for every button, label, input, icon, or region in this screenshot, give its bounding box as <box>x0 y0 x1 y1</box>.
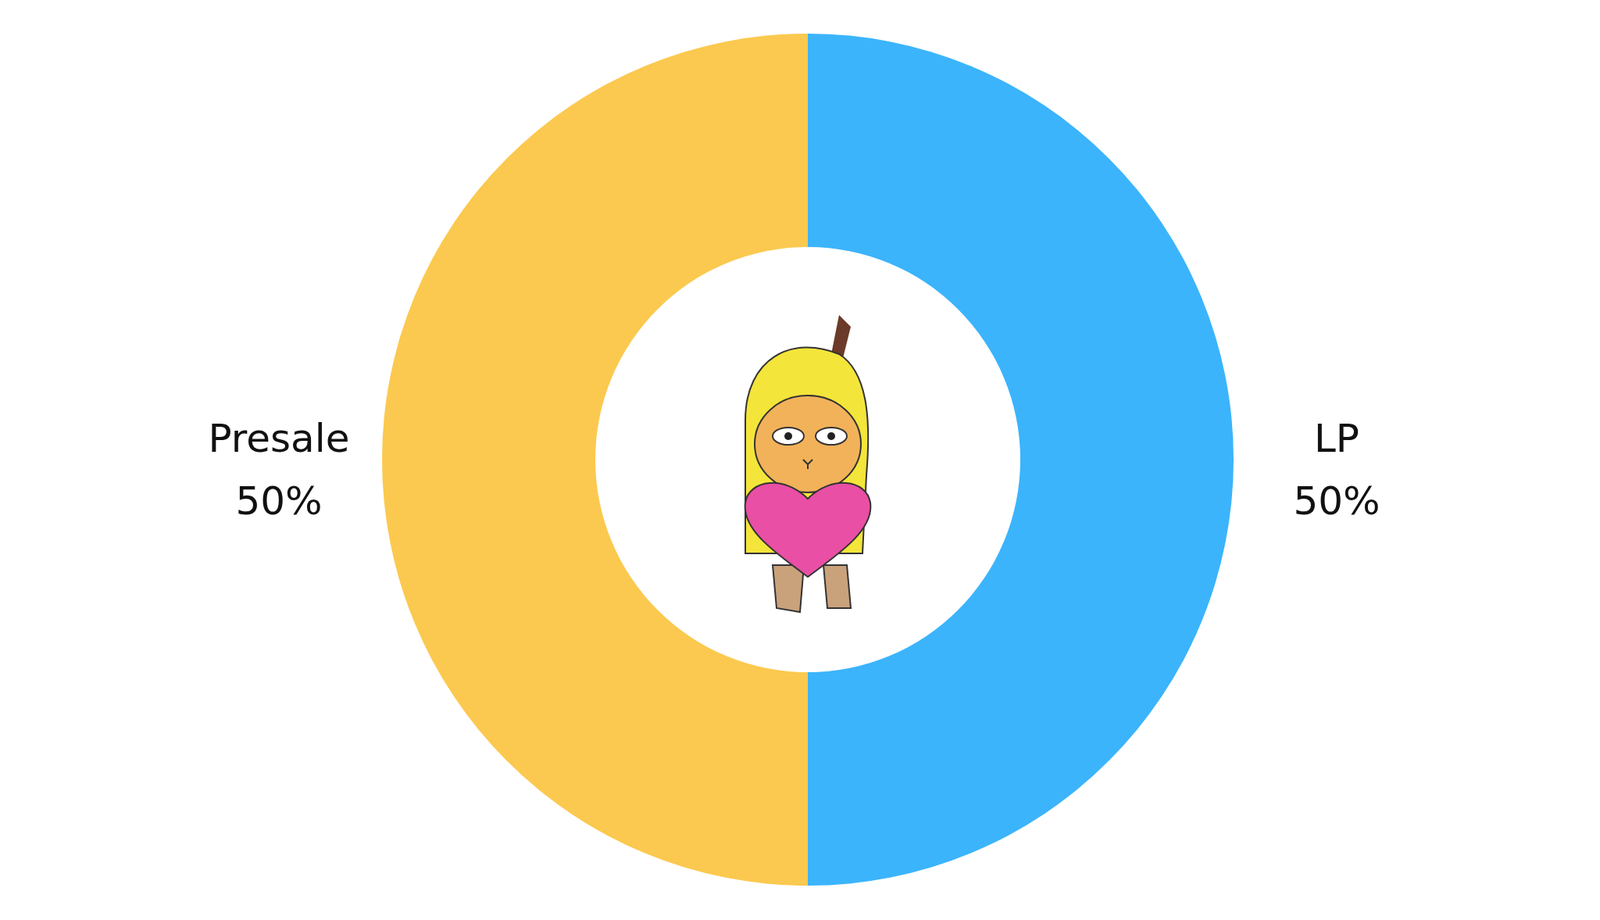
slice <box>382 33 808 886</box>
plot: Presale 50% LP 50% <box>208 33 1381 886</box>
mascot-part <box>803 459 813 469</box>
mascot-part <box>772 427 804 445</box>
slice-label: LP 50% <box>1292 415 1380 524</box>
mascot <box>745 314 872 612</box>
mascot-part <box>745 482 872 577</box>
slice-label: Presale 50% <box>208 415 350 524</box>
value-label: 50% <box>235 478 322 524</box>
category-label: LP <box>1314 415 1360 461</box>
value-label: 50% <box>1292 478 1380 524</box>
mascot-part <box>784 432 793 440</box>
mascot-part <box>827 432 836 440</box>
category-label: Presale <box>208 415 350 461</box>
mascot-part <box>754 395 861 493</box>
slice <box>807 33 1234 886</box>
slices <box>382 33 1234 886</box>
chart: Presale 50% LP 50% <box>0 0 1600 920</box>
mascot-part <box>815 427 847 445</box>
